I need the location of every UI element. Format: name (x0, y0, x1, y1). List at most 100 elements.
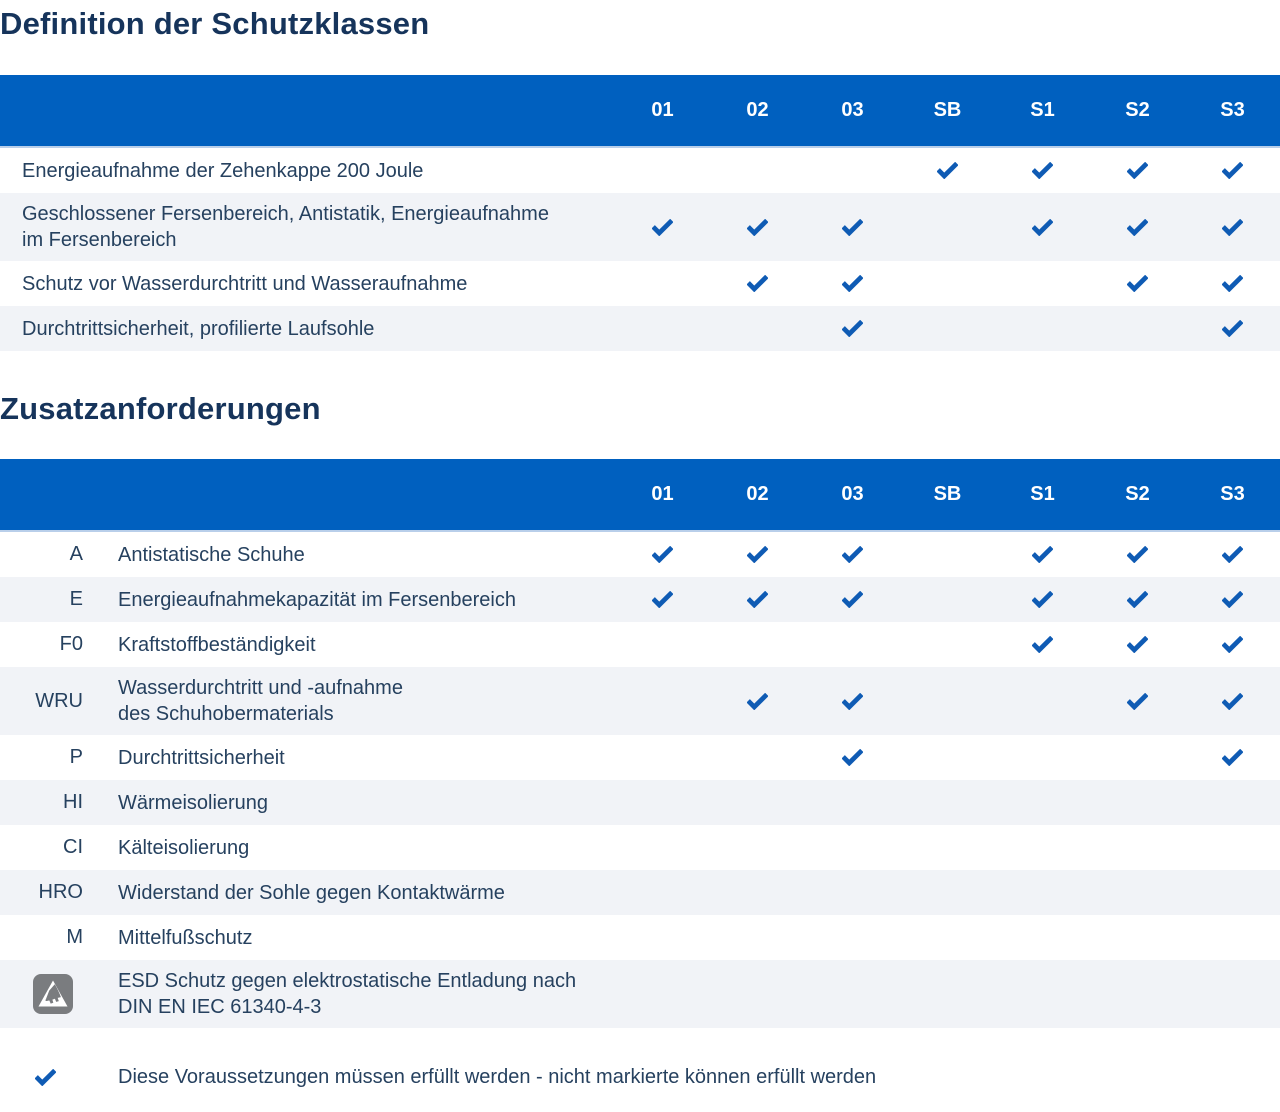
table-row: WRU Wasserdurchtritt und -aufnahme des Sc… (0, 667, 1280, 735)
section2-title: Zusatzanforderungen (0, 391, 321, 426)
check-icon (842, 320, 863, 337)
row-code: HRO (38, 881, 83, 903)
check-cell-s2 (1090, 960, 1185, 1028)
check-icon (1222, 546, 1243, 563)
check-cell-01 (615, 960, 710, 1028)
check-cell-s3 (1185, 735, 1280, 780)
zusatzanforderungen-table: 01 02 03 SB S1 S2 S3 A Antistatische Schuhe E Ene… (0, 459, 1280, 1028)
check-cell-01 (615, 780, 710, 825)
check-cell-01 (615, 193, 710, 261)
check-cell-02 (710, 577, 805, 622)
check-cell-s3 (1185, 306, 1280, 351)
check-cell-03 (805, 870, 900, 915)
row-code: WRU (35, 689, 83, 712)
check-cell-s1 (995, 532, 1090, 577)
table-row: E Energieaufnahmekapazität im Fersenberei… (0, 577, 1280, 622)
check-cell-s2 (1090, 306, 1185, 351)
check-cell-01 (615, 667, 710, 735)
row-label: Wasserdurchtritt und -aufnahme des Schuh… (118, 677, 403, 725)
check-cell-sb (900, 735, 995, 780)
check-icon (1032, 162, 1053, 179)
row-label: Geschlossener Fersenbereich, Antistatik,… (22, 203, 549, 251)
check-cell-s1 (995, 960, 1090, 1028)
check-cell-s3 (1185, 915, 1280, 960)
check-cell-03 (805, 915, 900, 960)
check-cell-sb (900, 780, 995, 825)
check-cell-03 (805, 667, 900, 735)
check-cell-s3 (1185, 261, 1280, 306)
column-header-s3: S3 (1220, 483, 1245, 505)
check-cell-03 (805, 960, 900, 1028)
check-cell-01 (615, 306, 710, 351)
check-icon (842, 591, 863, 608)
check-cell-02 (710, 667, 805, 735)
check-cell-sb (900, 306, 995, 351)
row-label: Widerstand der Sohle gegen Kontaktwärme (118, 881, 505, 904)
check-cell-02 (710, 825, 805, 870)
row-code: A (69, 543, 83, 565)
check-cell-sb (900, 532, 995, 577)
check-icon (1127, 275, 1148, 292)
check-cell-s1 (995, 915, 1090, 960)
check-cell-s3 (1185, 825, 1280, 870)
zusatzanforderungen-table-header: 01 02 03 SB S1 S2 S3 (0, 459, 1280, 532)
check-cell-s2 (1090, 780, 1185, 825)
column-header-s2: S2 (1125, 99, 1150, 121)
column-header-03: 03 (841, 99, 864, 121)
check-cell-sb (900, 870, 995, 915)
column-header-03: 03 (841, 483, 864, 505)
check-cell-s2 (1090, 622, 1185, 667)
check-cell-sb (900, 960, 995, 1028)
check-cell-s3 (1185, 577, 1280, 622)
check-cell-s3 (1185, 622, 1280, 667)
row-code: P (69, 746, 83, 768)
check-cell-sb (900, 577, 995, 622)
check-cell-s1 (995, 306, 1090, 351)
check-cell-03 (805, 622, 900, 667)
check-icon (842, 546, 863, 563)
column-header-s3: S3 (1220, 99, 1245, 121)
check-icon (1222, 162, 1243, 179)
check-icon (1032, 591, 1053, 608)
column-header-02: 02 (746, 483, 769, 505)
column-header-sb: SB (933, 483, 962, 505)
check-icon (1222, 636, 1243, 653)
row-label: Kälteisolierung (118, 836, 250, 859)
column-header-sb: SB (933, 99, 962, 121)
check-cell-s2 (1090, 915, 1185, 960)
row-label: Kraftstoffbeständigkeit (118, 633, 316, 656)
check-cell-02 (710, 148, 805, 193)
check-cell-s1 (995, 622, 1090, 667)
check-icon (1127, 636, 1148, 653)
check-cell-s3 (1185, 667, 1280, 735)
check-cell-s1 (995, 193, 1090, 261)
check-icon (1127, 162, 1148, 179)
check-cell-03 (805, 577, 900, 622)
column-header-s1: S1 (1030, 483, 1055, 505)
check-cell-03 (805, 780, 900, 825)
table-row: F0 Kraftstoffbeständigkeit (0, 622, 1280, 667)
column-header-s1: S1 (1030, 99, 1055, 121)
check-icon (1222, 749, 1243, 766)
check-cell-01 (615, 622, 710, 667)
check-cell-02 (710, 870, 805, 915)
check-icon (747, 546, 768, 563)
check-cell-sb (900, 825, 995, 870)
check-cell-02 (710, 915, 805, 960)
check-icon (747, 218, 768, 236)
check-cell-s1 (995, 667, 1090, 735)
check-icon (1127, 692, 1148, 710)
check-cell-s2 (1090, 825, 1185, 870)
check-cell-01 (615, 261, 710, 306)
check-cell-s3 (1185, 960, 1280, 1028)
check-icon (652, 546, 673, 563)
check-cell-s2 (1090, 193, 1185, 261)
check-cell-sb (900, 261, 995, 306)
header-spacer (0, 75, 615, 146)
column-header-s2: S2 (1125, 483, 1150, 505)
check-cell-03 (805, 532, 900, 577)
esd-label: ESD Schutz gegen elektrostatische Entlad… (118, 970, 577, 1018)
column-header-02: 02 (746, 99, 769, 121)
check-cell-01 (615, 532, 710, 577)
check-cell-03 (805, 148, 900, 193)
